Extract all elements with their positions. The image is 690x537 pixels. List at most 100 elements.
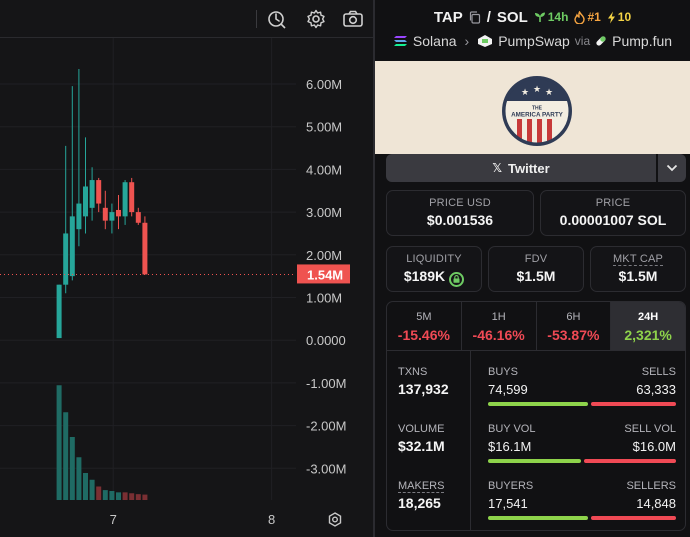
txns-stat: TXNS 137,932 bbox=[398, 366, 449, 397]
volume-bar bbox=[102, 490, 108, 500]
svg-text:THE: THE bbox=[532, 106, 543, 112]
chevron-right-icon: › bbox=[464, 33, 470, 49]
current-price-tag-bg bbox=[297, 264, 350, 284]
tab-5m[interactable]: 5M -15.46% bbox=[387, 302, 462, 350]
candle-body bbox=[135, 212, 141, 223]
liquidity-box: LIQUIDITY $189K bbox=[386, 246, 482, 292]
twitter-label: Twitter bbox=[508, 160, 550, 176]
more-links-button[interactable] bbox=[658, 154, 686, 182]
candle-body bbox=[96, 180, 102, 204]
volume-bar bbox=[116, 492, 121, 500]
makers-label-wrap: MAKERS bbox=[398, 480, 445, 493]
chevron-down-icon bbox=[666, 164, 678, 172]
volume-bar bbox=[135, 494, 141, 500]
buys-sells-row: BUYS SELLS 74,599 63,333 bbox=[488, 366, 676, 406]
price-axis-label: -1.00M bbox=[306, 376, 346, 391]
price-axis-label: -2.00M bbox=[306, 419, 346, 434]
volume-stat: VOLUME $32.1M bbox=[398, 423, 445, 454]
scale-settings-icon[interactable] bbox=[328, 512, 342, 527]
pair-header: TAP / SOL 14h #1 10 bbox=[375, 7, 690, 27]
liquidity-value: $189K bbox=[403, 268, 446, 284]
buys-value: 74,599 bbox=[488, 382, 528, 397]
tab-6h[interactable]: 6H -53.87% bbox=[537, 302, 612, 350]
camera-icon[interactable] bbox=[342, 8, 364, 30]
makers-label[interactable]: MAKERS bbox=[398, 480, 445, 493]
tab-24h[interactable]: 24H 2,321% bbox=[611, 302, 685, 350]
social-links: 𝕏 Twitter bbox=[386, 154, 686, 182]
boost-badge[interactable]: 10 bbox=[607, 10, 631, 24]
makers-value: 18,265 bbox=[398, 495, 441, 511]
buy-sell-volume-bar bbox=[488, 459, 676, 463]
lock-icon[interactable] bbox=[449, 271, 465, 287]
time-axis-label: 7 bbox=[110, 512, 117, 527]
tab-label: 24H bbox=[638, 311, 659, 323]
price-axis-label: 1.00M bbox=[306, 291, 342, 306]
via-label: via bbox=[574, 34, 591, 48]
candle-body bbox=[109, 212, 115, 221]
solana-icon bbox=[393, 36, 407, 46]
market-cap-label-wrap: MKT CAP bbox=[591, 253, 685, 266]
gear-icon[interactable] bbox=[305, 8, 327, 30]
candle-body bbox=[122, 182, 128, 217]
dex-name[interactable]: PumpSwap bbox=[498, 33, 570, 49]
buy-vol-label: BUY VOL bbox=[488, 423, 536, 435]
price-usd-value: $0.001536 bbox=[426, 212, 494, 228]
launchpad-name[interactable]: Pump.fun bbox=[612, 33, 673, 49]
market-cap-label[interactable]: MKT CAP bbox=[612, 253, 664, 266]
volume-bar bbox=[109, 491, 115, 500]
pair-age: 14h bbox=[547, 10, 569, 24]
candle-body bbox=[63, 233, 69, 285]
token-logo: ★ ★ ★ THE AMERICA PARTY bbox=[502, 76, 572, 146]
sell-vol-value: $16.0M bbox=[632, 439, 676, 454]
current-price-tag: 1.54M bbox=[297, 264, 350, 284]
panel-divider[interactable] bbox=[373, 0, 375, 537]
volume-bar bbox=[96, 486, 102, 500]
trending-rank-badge[interactable]: #1 bbox=[574, 10, 601, 24]
twitter-link-button[interactable]: 𝕏 Twitter bbox=[386, 154, 656, 182]
candle-body bbox=[69, 216, 75, 277]
tab-label: 5M bbox=[416, 311, 432, 323]
time-axis-label: 8 bbox=[268, 512, 275, 527]
fdv-label: FDV bbox=[524, 253, 548, 265]
copy-icon[interactable] bbox=[469, 10, 481, 24]
liquidity-value-row: $189K bbox=[387, 268, 481, 287]
base-symbol: TAP bbox=[433, 8, 463, 26]
price-native-box: PRICE 0.00001007 SOL bbox=[540, 190, 686, 236]
replay-clock-icon[interactable] bbox=[266, 8, 288, 30]
buyers-label: BUYERS bbox=[488, 480, 534, 492]
timeframe-tabs: 5M -15.46% 1H -46.16% 6H -53.87% 24H 2,3… bbox=[386, 301, 686, 351]
price-usd-box: PRICE USD $0.001536 bbox=[386, 190, 534, 236]
price-chart[interactable]: 6.00M 5.00M 4.00M 3.00M 2.00M 1.00M 0.0000 -1.0… bbox=[0, 38, 373, 537]
buy-vol-bar bbox=[488, 459, 581, 463]
txns-label: TXNS bbox=[398, 366, 428, 378]
sell-vol-bar bbox=[583, 459, 676, 463]
chain-name[interactable]: Solana bbox=[412, 33, 457, 49]
pill-icon bbox=[596, 36, 606, 46]
transaction-stats: TXNS 137,932 VOLUME $32.1M MAKERS 18,265… bbox=[386, 351, 686, 531]
tab-1h[interactable]: 1H -46.16% bbox=[462, 302, 537, 350]
sells-value: 63,333 bbox=[636, 382, 676, 397]
sprout-icon bbox=[534, 12, 545, 22]
price-native-value: 0.00001007 SOL bbox=[559, 212, 667, 228]
toolbar-separator bbox=[256, 10, 257, 28]
chain-dex-row: Solana › PumpSwap via Pump.fun bbox=[375, 31, 690, 51]
sells-bar bbox=[591, 402, 676, 406]
flame-icon bbox=[574, 10, 586, 24]
volume-bar bbox=[63, 412, 69, 500]
sellers-bar bbox=[591, 516, 676, 520]
candle-body bbox=[116, 209, 121, 217]
price-change-value: -46.16% bbox=[472, 327, 525, 343]
buys-sells-bar bbox=[488, 402, 676, 406]
fdv-box: FDV $1.5M bbox=[488, 246, 584, 292]
buy-sell-volume-row: BUY VOL SELL VOL $16.1M $16.0M bbox=[488, 423, 676, 463]
sellers-value: 14,848 bbox=[636, 496, 676, 511]
buys-bar bbox=[488, 402, 589, 406]
price-axis-label: 2.00M bbox=[306, 248, 342, 263]
x-icon: 𝕏 bbox=[492, 161, 502, 175]
current-price-value: 1.54M bbox=[307, 267, 343, 282]
volume-label: VOLUME bbox=[398, 423, 445, 435]
volume-value: $32.1M bbox=[398, 438, 445, 454]
fdv-value: $1.5M bbox=[516, 268, 556, 284]
chart-panel[interactable]: 6.00M 5.00M 4.00M 3.00M 2.00M 1.00M 0.0000 -1.0… bbox=[0, 0, 373, 537]
